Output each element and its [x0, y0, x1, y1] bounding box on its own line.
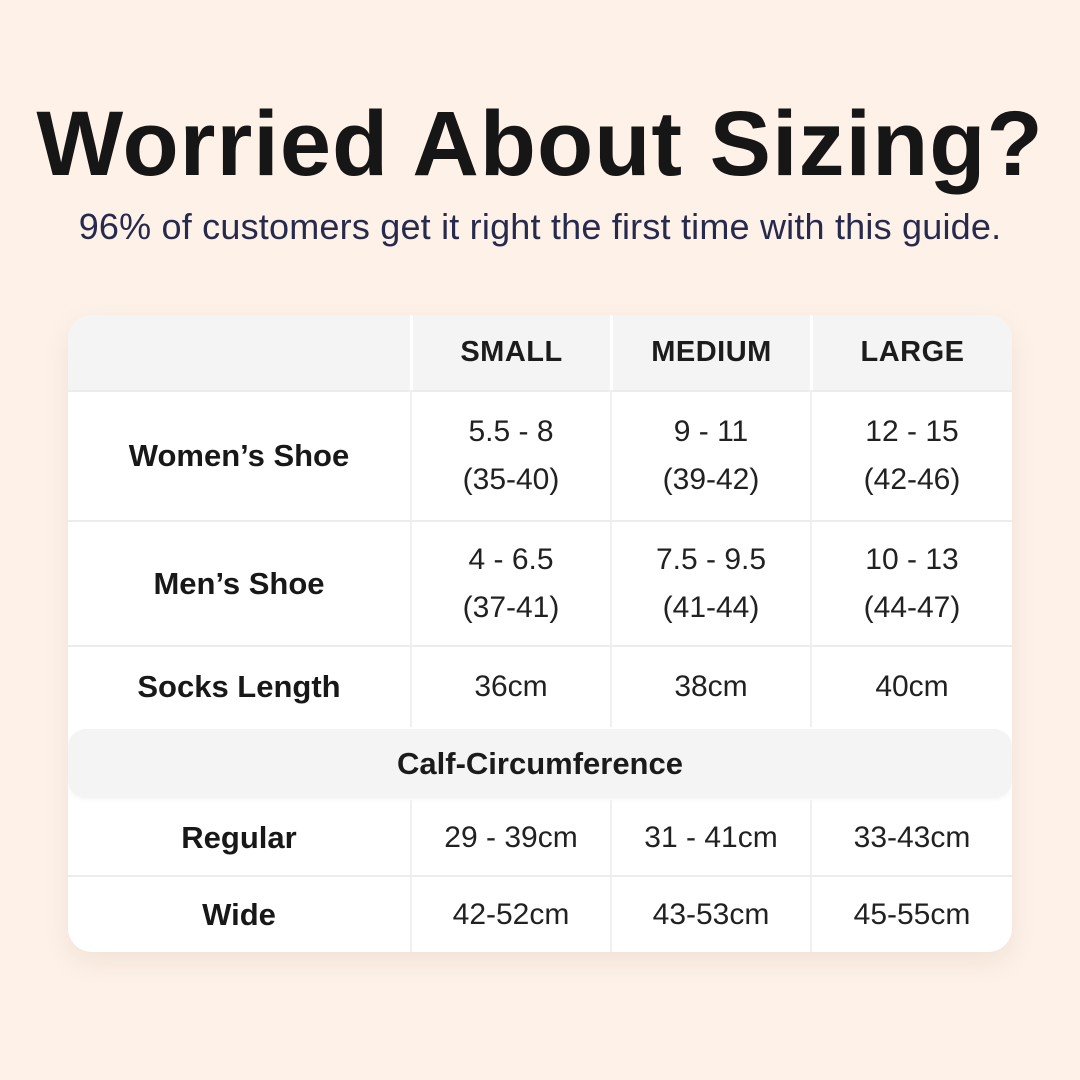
cell-line-1: 10 - 13 — [865, 542, 959, 576]
cell-line-1: 9 - 11 — [673, 415, 749, 448]
cell-line-2: (39-42) — [662, 463, 760, 496]
header-cell-medium: MEDIUM — [610, 315, 810, 390]
table-cell-wide-large: 45-55cm — [810, 875, 1012, 952]
cell-line-2: (41-44) — [662, 590, 760, 624]
table-cell-womens-small: 5.5 - 8 (35-40) — [410, 390, 610, 520]
cell-line-1: 7.5 - 9.5 — [655, 542, 767, 576]
table-cell-regular-large: 33-43cm — [810, 800, 1012, 875]
cell-line-1: 12 - 15 — [865, 415, 959, 448]
table-cell-socks-large: 40cm — [810, 645, 1012, 727]
row-label-socks-length: Socks Length — [68, 645, 410, 727]
table-cell-regular-small: 29 - 39cm — [410, 800, 610, 875]
cell-line-2: (44-47) — [863, 590, 961, 624]
cell-line-1: 4 - 6.5 — [468, 542, 554, 576]
row-label-mens-shoe: Men’s Shoe — [68, 520, 410, 645]
cell-line-1: 5.5 - 8 — [468, 415, 554, 448]
table-cell-mens-small: 4 - 6.5 (37-41) — [410, 520, 610, 645]
row-label-wide: Wide — [68, 875, 410, 952]
row-label-womens-shoe: Women’s Shoe — [68, 390, 410, 520]
page-title: Worried About Sizing? — [36, 93, 1044, 195]
section-header-calf-circumference: Calf-Circumference — [68, 729, 1012, 798]
table-cell-womens-large: 12 - 15 (42-46) — [810, 390, 1012, 520]
table-cell-wide-medium: 43-53cm — [610, 875, 810, 952]
table-cell-regular-medium: 31 - 41cm — [610, 800, 810, 875]
cell-line-2: (37-41) — [462, 590, 560, 624]
table-cell-socks-medium: 38cm — [610, 645, 810, 727]
table-cell-mens-large: 10 - 13 (44-47) — [810, 520, 1012, 645]
section-band-row: Calf-Circumference — [68, 727, 1012, 800]
row-label-regular: Regular — [181, 819, 297, 855]
cell-line-2: (35-40) — [462, 463, 560, 496]
cell-line-2: (42-46) — [863, 463, 961, 496]
table-cell-wide-small: 42-52cm — [410, 875, 610, 952]
header-cell-large: LARGE — [810, 315, 1012, 390]
table-cell-womens-medium: 9 - 11 (39-42) — [610, 390, 810, 520]
table-cell-socks-small: 36cm — [410, 645, 610, 727]
header-cell-small: SMALL — [410, 315, 610, 390]
table-cell-mens-medium: 7.5 - 9.5 (41-44) — [610, 520, 810, 645]
header-cell-empty — [68, 315, 410, 390]
page-subtitle: 96% of customers get it right the first … — [78, 206, 1002, 247]
size-chart-table: SMALL MEDIUM LARGE Women’s Shoe 5.5 - 8 … — [68, 315, 1012, 952]
